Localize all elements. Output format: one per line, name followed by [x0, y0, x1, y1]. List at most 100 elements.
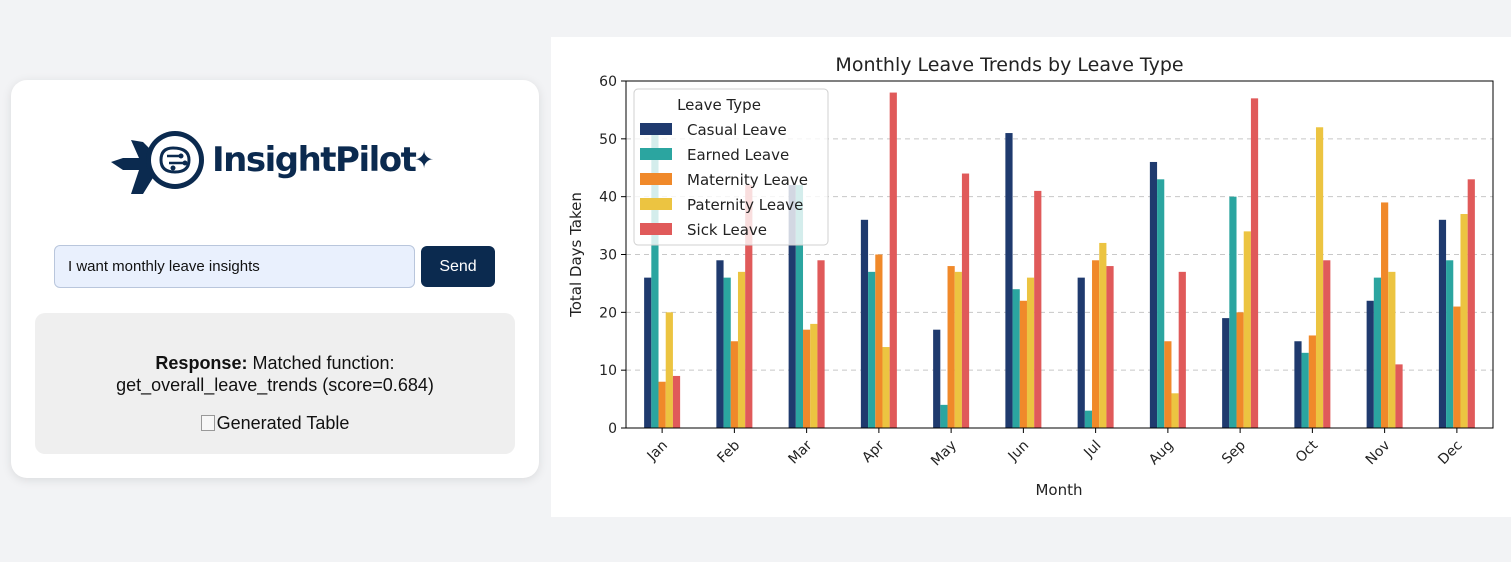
y-tick-label: 30: [599, 248, 617, 264]
x-tick-label: Mar: [785, 437, 815, 467]
bar-sick-leave-jul: [1106, 266, 1114, 428]
y-tick-label: 10: [599, 363, 617, 379]
x-tick-label: Dec: [1435, 438, 1465, 468]
x-tick-label: Jan: [644, 438, 671, 465]
legend-swatch: [640, 123, 672, 135]
bar-sick-leave-apr: [889, 92, 897, 429]
bar-paternity-leave-jan: [665, 312, 673, 428]
bar-paternity-leave-apr: [882, 347, 890, 428]
bar-casual-leave-jan: [644, 277, 652, 428]
x-tick-label: Jul: [1080, 438, 1104, 462]
bar-maternity-leave-feb: [730, 341, 738, 428]
bar-maternity-leave-oct: [1308, 335, 1316, 428]
bar-casual-leave-aug: [1149, 161, 1158, 428]
bar-paternity-leave-dec: [1460, 214, 1468, 428]
y-tick-label: 60: [599, 74, 617, 90]
response-panel: Response: Matched function: get_overall_…: [35, 313, 515, 454]
generated-table-image: Generated Table: [35, 413, 515, 434]
legend-swatch: [640, 148, 672, 160]
bar-earned-leave-mar: [795, 185, 804, 428]
x-tick-label: Sep: [1219, 437, 1249, 467]
response-message: Matched function:: [252, 353, 395, 373]
leave-trends-chart: 0 10 20 30 40 50 60 Jan Feb Mar Apr May Jun Jul Aug Sep…: [567, 54, 1494, 499]
bar-casual-leave-feb: [716, 260, 724, 428]
bar-maternity-leave-aug: [1164, 341, 1172, 428]
bar-maternity-leave-dec: [1453, 306, 1461, 428]
bar-casual-leave-dec: [1438, 219, 1447, 428]
bar-paternity-leave-mar: [810, 323, 818, 428]
response-text: Response: Matched function: get_overall_…: [35, 352, 515, 396]
chat-input[interactable]: [54, 245, 415, 288]
bar-earned-leave-jan: [651, 127, 659, 429]
bar-earned-leave-oct: [1301, 352, 1309, 428]
x-tick-label: Feb: [714, 437, 743, 466]
bar-casual-leave-may: [933, 329, 941, 428]
bar-sick-leave-nov: [1395, 364, 1403, 428]
bar-earned-leave-nov: [1373, 277, 1382, 428]
send-button[interactable]: Send: [421, 246, 495, 287]
bar-paternity-leave-jul: [1099, 242, 1107, 428]
x-tick-label: Nov: [1363, 438, 1394, 469]
airplane-brain-icon: [111, 131, 204, 194]
bar-casual-leave-nov: [1366, 300, 1374, 428]
bar-sick-leave-oct: [1323, 260, 1331, 428]
x-tick-label: Apr: [859, 437, 888, 466]
bar-maternity-leave-nov: [1381, 202, 1389, 428]
bar-paternity-leave-oct: [1315, 127, 1324, 429]
response-label: Response:: [155, 353, 248, 373]
legend-entry: Paternity Leave: [687, 196, 803, 214]
legend-swatch: [640, 198, 672, 210]
bar-casual-leave-oct: [1294, 341, 1302, 428]
legend-title: Leave Type: [677, 96, 761, 114]
chat-card: InsightPilot ✦ Send Response: Matched fu…: [11, 80, 539, 478]
bar-sick-leave-may: [961, 173, 970, 428]
bar-paternity-leave-sep: [1243, 231, 1251, 428]
bar-earned-leave-dec: [1446, 260, 1454, 428]
bar-casual-leave-jul: [1077, 277, 1085, 428]
bar-earned-leave-apr: [868, 271, 876, 428]
legend-entry: Earned Leave: [687, 146, 789, 164]
chart-title: Monthly Leave Trends by Leave Type: [835, 54, 1183, 76]
bar-sick-leave-sep: [1250, 98, 1259, 428]
bar-maternity-leave-jul: [1092, 260, 1100, 428]
y-tick-label: 40: [599, 190, 617, 206]
bar-paternity-leave-feb: [737, 271, 746, 428]
bar-paternity-leave-aug: [1171, 393, 1179, 428]
response-detail: get_overall_leave_trends (score=0.684): [116, 375, 434, 395]
bar-paternity-leave-may: [954, 271, 962, 428]
broken-image-icon: [200, 415, 215, 431]
brand-name: InsightPilot: [212, 140, 417, 180]
y-tick-label: 50: [599, 132, 617, 148]
bar-sick-leave-feb: [745, 185, 753, 428]
generated-table-alt: Generated Table: [216, 413, 350, 433]
y-axis-label: Total Days Taken: [567, 192, 585, 318]
legend-swatch: [640, 223, 672, 235]
sparkle-icon: ✦: [414, 147, 435, 174]
bar-casual-leave-jun: [1005, 133, 1013, 429]
bar-earned-leave-aug: [1157, 179, 1165, 428]
legend-entry: Sick Leave: [687, 221, 767, 239]
x-axis-label: Month: [1035, 481, 1082, 499]
bar-earned-leave-may: [940, 404, 948, 428]
bar-earned-leave-jul: [1084, 410, 1093, 428]
insightpilot-logo: InsightPilot ✦: [109, 128, 439, 200]
legend-entry: Maternity Leave: [687, 171, 808, 189]
bar-paternity-leave-jun: [1026, 277, 1035, 428]
legend-box: [633, 88, 829, 246]
bar-casual-leave-apr: [860, 219, 869, 428]
y-tick-label: 0: [608, 421, 617, 437]
bar-earned-leave-sep: [1229, 196, 1237, 428]
y-tick-label: 20: [599, 305, 617, 321]
x-tick-label: Jun: [1005, 438, 1032, 465]
chart-panel: 0 10 20 30 40 50 60 Jan Feb Mar Apr May Jun Jul Aug Sep…: [551, 37, 1511, 517]
bar-paternity-leave-nov: [1388, 271, 1396, 428]
bar-maternity-leave-mar: [803, 329, 811, 428]
bar-maternity-leave-apr: [875, 254, 883, 428]
bar-maternity-leave-may: [947, 266, 955, 428]
x-tick-label: May: [928, 438, 960, 470]
bar-maternity-leave-jan: [658, 381, 666, 428]
bar-maternity-leave-jun: [1019, 300, 1027, 428]
x-tick-label: Oct: [1293, 437, 1322, 466]
bar-sick-leave-mar: [817, 260, 825, 428]
legend-swatch: [640, 173, 672, 185]
